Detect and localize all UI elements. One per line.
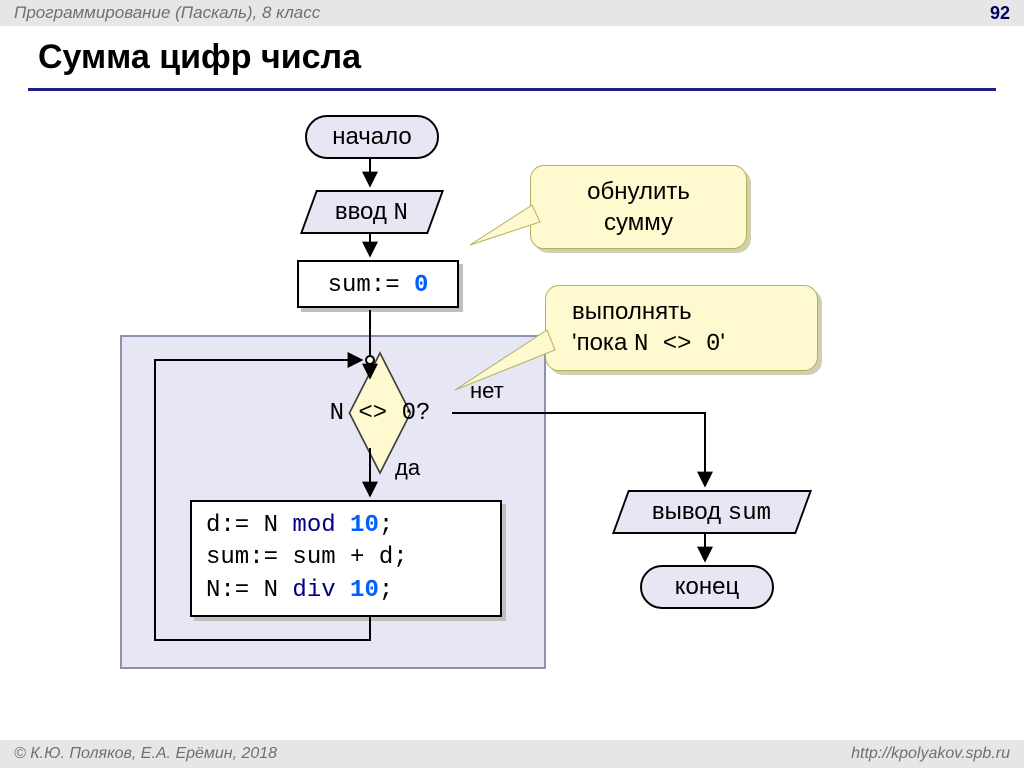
label-yes: да	[395, 455, 420, 481]
node-end: конец	[640, 565, 774, 609]
slide-footer: © К.Ю. Поляков, Е.А. Ерёмин, 2018 http:/…	[0, 740, 1024, 768]
callout-reset-sum: обнулить сумму	[530, 165, 747, 249]
decision-text: N <> 0?	[305, 400, 455, 427]
source-url: http://kpolyakov.spb.ru	[851, 745, 1010, 763]
node-body: d:= N mod 10; sum:= sum + d; N:= N div 1…	[190, 500, 502, 617]
course-name: Программирование (Паскаль), 8 класс	[14, 3, 320, 23]
slide-header: Программирование (Паскаль), 8 класс 92	[0, 0, 1024, 26]
node-init: sum:= 0	[297, 260, 459, 308]
title-underline	[28, 88, 996, 91]
copyright: © К.Ю. Поляков, Е.А. Ерёмин, 2018	[14, 745, 277, 763]
callout-while: выполнять 'пока N <> 0'	[545, 285, 818, 371]
page-number: 92	[990, 3, 1010, 24]
node-output: вывод sum	[612, 490, 812, 534]
node-input: ввод N	[300, 190, 444, 234]
label-no: нет	[470, 378, 504, 404]
node-start: начало	[305, 115, 439, 159]
slide-title: Сумма цифр числа	[38, 38, 361, 77]
